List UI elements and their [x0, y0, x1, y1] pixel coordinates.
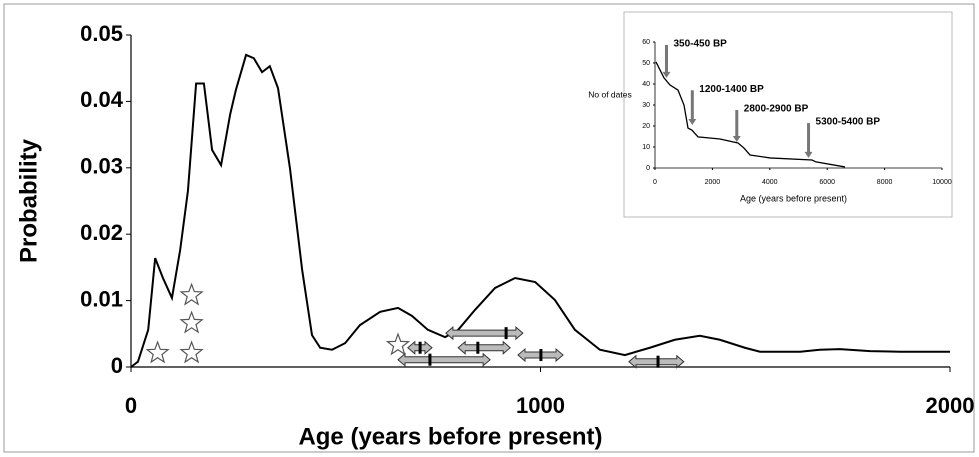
star	[179, 310, 204, 334]
y-tick-label: 0.01	[80, 286, 123, 311]
y-tick-label: 50	[642, 60, 650, 67]
data-line	[130, 53, 950, 368]
y-tick-label: 40	[642, 81, 650, 88]
data-line	[655, 61, 846, 168]
annotation-label: 2800-2900 BP	[744, 104, 809, 115]
star	[179, 282, 204, 306]
annotation-label: 5300-5400 BP	[816, 117, 881, 128]
age-range	[397, 352, 491, 367]
frame	[3, 3, 975, 453]
x-tick-label: 2000	[705, 179, 721, 186]
age-range	[445, 326, 524, 341]
x-tick-label: 10000	[932, 179, 952, 186]
x-tick-label: 6000	[819, 179, 835, 186]
annotation-arrowhead	[804, 151, 813, 158]
star	[385, 332, 411, 356]
y-tick-label: 10	[642, 144, 650, 151]
y-axis-label: Probability	[15, 138, 42, 263]
annotation-arrowhead	[732, 135, 741, 142]
y-tick-label: 30	[642, 102, 650, 109]
star	[145, 340, 170, 364]
x-tick-label: 1000	[516, 393, 565, 418]
annotation-label: 1200-1400 BP	[699, 84, 764, 95]
annotation-arrowhead	[688, 118, 697, 125]
y-tick-label: 0	[646, 165, 650, 172]
x-tick-label: 2000	[926, 393, 975, 418]
y-tick-label: 60	[642, 39, 650, 46]
y-tick-label: 0	[111, 353, 123, 378]
x-tick-label: 8000	[877, 179, 893, 186]
y-tick-label: 20	[642, 123, 650, 130]
x-tick-label: 0	[125, 393, 137, 418]
age-range	[628, 354, 685, 369]
y-axis-label: No of dates	[588, 89, 631, 99]
x-tick-label: 0	[653, 179, 657, 186]
x-axis-label: Age (years before present)	[298, 423, 602, 450]
x-axis-label: Age (years before present)	[740, 193, 847, 203]
y-tick-label: 0.04	[80, 87, 124, 112]
annotation-arrowhead	[662, 71, 671, 78]
y-tick-label: 0.03	[80, 154, 123, 179]
annotation-label: 350-450 BP	[673, 39, 727, 50]
inset-frame	[623, 11, 953, 218]
star	[179, 340, 204, 364]
y-tick-label: 0.05	[80, 21, 123, 46]
age-range	[457, 340, 511, 355]
y-tick-label: 0.02	[80, 220, 123, 245]
x-tick-label: 4000	[762, 179, 778, 186]
